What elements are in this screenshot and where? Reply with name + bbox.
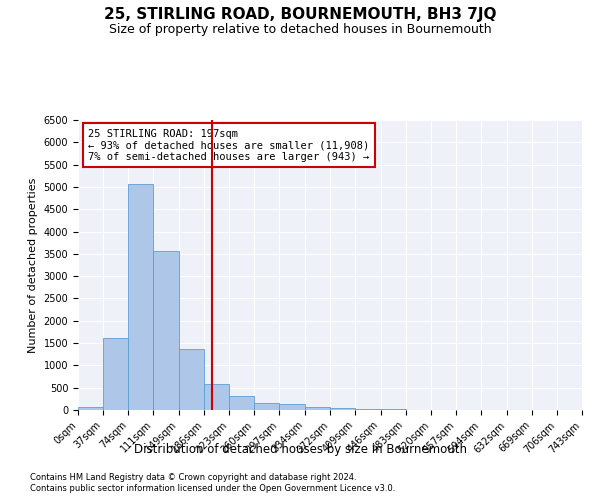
Text: Contains public sector information licensed under the Open Government Licence v3: Contains public sector information licen… <box>30 484 395 493</box>
Bar <box>305 406 331 410</box>
Bar <box>355 409 380 410</box>
Bar <box>78 406 103 410</box>
Bar <box>229 396 254 410</box>
Bar <box>254 404 280 410</box>
Bar <box>103 338 128 410</box>
Bar <box>331 408 355 410</box>
Bar <box>128 184 153 410</box>
Text: Size of property relative to detached houses in Bournemouth: Size of property relative to detached ho… <box>109 22 491 36</box>
Text: Distribution of detached houses by size in Bournemouth: Distribution of detached houses by size … <box>133 442 467 456</box>
Text: Contains HM Land Registry data © Crown copyright and database right 2024.: Contains HM Land Registry data © Crown c… <box>30 472 356 482</box>
Bar <box>204 384 229 410</box>
Text: 25 STIRLING ROAD: 197sqm
← 93% of detached houses are smaller (11,908)
7% of sem: 25 STIRLING ROAD: 197sqm ← 93% of detach… <box>88 128 370 162</box>
Y-axis label: Number of detached properties: Number of detached properties <box>28 178 38 352</box>
Text: 25, STIRLING ROAD, BOURNEMOUTH, BH3 7JQ: 25, STIRLING ROAD, BOURNEMOUTH, BH3 7JQ <box>104 8 496 22</box>
Bar <box>280 404 305 410</box>
Bar <box>153 250 179 410</box>
Bar <box>179 348 204 410</box>
